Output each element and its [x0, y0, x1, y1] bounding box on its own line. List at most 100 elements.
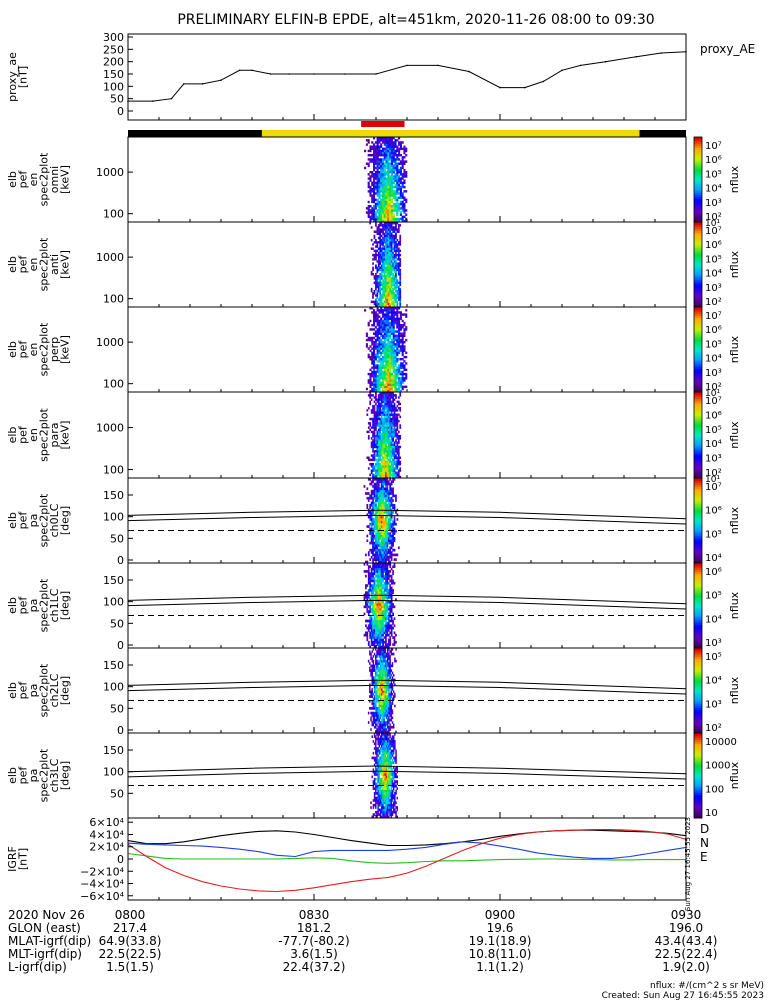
heatmap-cell: [380, 478, 383, 481]
heatmap-cell: [385, 553, 387, 557]
colorbar-segment: [694, 465, 702, 468]
heatmap-cell: [382, 236, 384, 240]
heatmap-cell: [376, 624, 379, 628]
heatmap-cell: [385, 213, 388, 216]
heatmap-cell: [375, 607, 377, 611]
heatmap-cell: [388, 728, 390, 731]
heatmap-cell: [377, 262, 380, 265]
heatmap-cell: [378, 372, 381, 376]
colorbar-segment: [694, 407, 702, 410]
heatmap-cell: [383, 422, 386, 425]
heatmap-cell: [369, 581, 372, 585]
heatmap-cell: [390, 171, 393, 174]
heatmap-cell: [385, 551, 387, 554]
heatmap-cell: [373, 396, 376, 399]
heatmap-cell: [376, 603, 379, 606]
heatmap-cell: [383, 714, 385, 717]
heatmap-cell: [383, 296, 386, 299]
heatmap-cell: [388, 704, 390, 708]
heatmap-cell: [392, 695, 395, 698]
spectrogram-ylabel-line: pa: [27, 599, 40, 613]
heatmap-cell: [379, 439, 382, 442]
heatmap-cell: [389, 385, 392, 389]
heatmap-cell: [397, 396, 400, 399]
heatmap-cell: [367, 181, 370, 185]
heatmap-cell: [401, 177, 404, 180]
heatmap-cell: [366, 430, 369, 434]
heatmap-cell: [390, 302, 393, 306]
heatmap-cell: [389, 404, 392, 408]
heatmap-cell: [378, 326, 381, 329]
heatmap-cell: [380, 219, 383, 223]
heatmap-cell: [375, 253, 377, 257]
heatmap-cell: [389, 372, 392, 376]
heatmap-cell: [382, 631, 384, 635]
heatmap-cell: [377, 567, 380, 571]
heatmap-cell: [382, 699, 384, 703]
colorbar-tick-label: 10⁵: [705, 425, 722, 436]
colorbar-segment: [694, 643, 702, 647]
heatmap-cell: [379, 567, 382, 571]
heatmap-cell: [381, 370, 385, 374]
heatmap-cell: [397, 452, 400, 455]
heatmap-cell: [383, 404, 386, 408]
heatmap-cell: [378, 309, 381, 312]
spectrogram-ylabel-line: ch1LC: [48, 588, 61, 622]
heatmap-cell: [370, 527, 373, 531]
heatmap-cell: [373, 633, 376, 637]
heatmap-cell: [383, 447, 386, 451]
heatmap-cell: [375, 473, 377, 477]
heatmap-cell: [390, 487, 393, 491]
heatmap-cell: [385, 198, 388, 202]
heatmap-cell: [374, 202, 377, 206]
heatmap-cell: [387, 151, 390, 155]
heatmap-cell: [389, 487, 392, 491]
heatmap-cell: [389, 430, 392, 434]
heatmap-cell: [380, 145, 383, 148]
heatmap-cell: [387, 458, 390, 462]
heatmap-cell: [387, 387, 390, 391]
heatmap-cell: [392, 175, 395, 178]
heatmap-cell: [376, 619, 379, 623]
heatmap-cell: [390, 489, 393, 493]
heatmap-cell: [378, 345, 381, 348]
heatmap-cell: [377, 730, 379, 734]
heatmap-cell: [376, 527, 379, 531]
heatmap-cell: [389, 239, 392, 242]
heatmap-cell: [377, 563, 380, 566]
heatmap-cell: [369, 522, 372, 526]
heatmap-cell: [395, 428, 397, 431]
heatmap-cell: [373, 478, 376, 481]
heatmap-cell: [393, 424, 396, 427]
heatmap-cell: [385, 404, 387, 408]
heatmap-cell: [381, 695, 383, 698]
heatmap-cell: [401, 353, 404, 357]
heatmap-cell: [376, 572, 379, 576]
spectrogram-panel-6: 050100150elbpefpaspec2plotch1LC[deg]10³1…: [6, 562, 741, 652]
heatmap-cell: [385, 389, 388, 393]
heatmap-cell: [396, 370, 399, 374]
heatmap-cell: [380, 183, 383, 187]
heatmap-cell: [390, 217, 393, 221]
heatmap-cell: [385, 454, 387, 457]
heatmap-cell: [386, 650, 389, 654]
heatmap-cell: [369, 428, 372, 431]
heatmap-cell: [377, 555, 380, 559]
heatmap-cell: [390, 439, 393, 442]
heatmap-cell: [389, 584, 392, 587]
heatmap-cell: [369, 494, 372, 498]
heatmap-cell: [373, 579, 376, 583]
spectrogram-ylabel-line: elb: [6, 682, 19, 699]
heatmap-cell: [390, 525, 393, 528]
heatmap-cell: [363, 563, 366, 566]
heatmap-cell: [378, 166, 381, 170]
heatmap-cell: [405, 315, 408, 318]
heatmap-cell: [383, 292, 386, 295]
heatmap-cell: [372, 699, 375, 703]
heatmap-cell: [389, 467, 392, 470]
y-tick-label: 100: [103, 208, 124, 221]
heatmap-cell: [386, 402, 389, 406]
heatmap-cell: [389, 353, 392, 357]
heatmap-cell: [382, 629, 384, 632]
